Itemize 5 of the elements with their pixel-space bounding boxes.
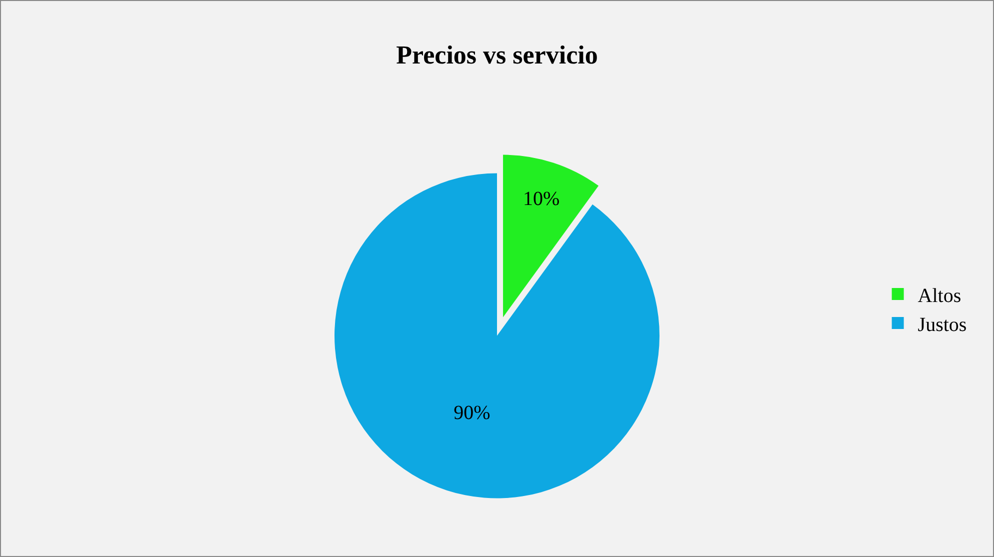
- chart-title: Precios vs servicio: [396, 40, 598, 70]
- data-label: 90%: [454, 402, 490, 424]
- data-label: 10%: [523, 188, 560, 210]
- legend-label: Justos: [918, 314, 967, 336]
- legend-label: Altos: [918, 284, 962, 307]
